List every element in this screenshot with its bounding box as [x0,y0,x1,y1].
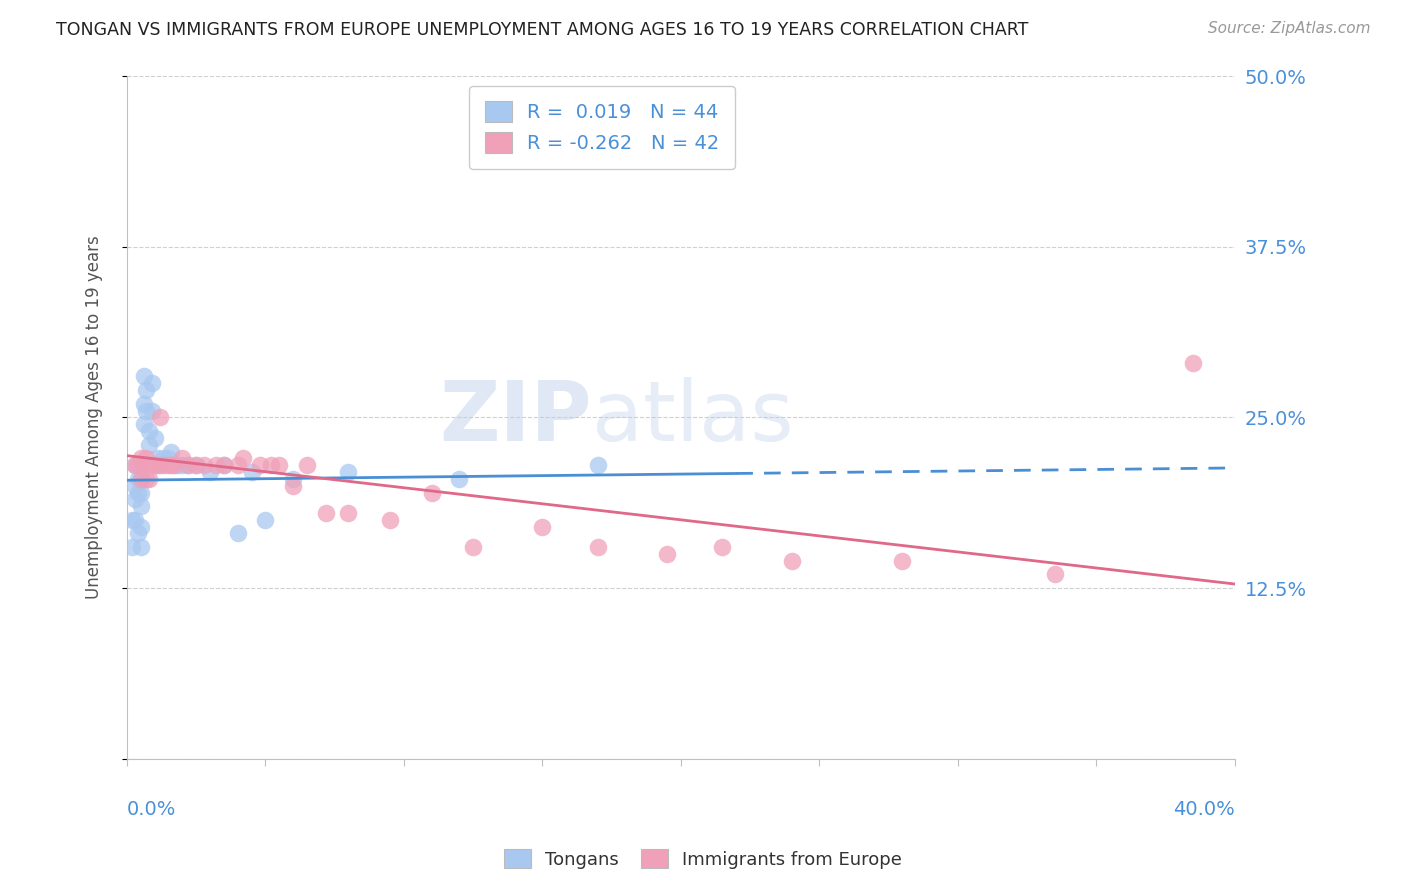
Point [531,519,554,533]
Point [124,458,146,473]
Point [157,451,180,466]
Point [127,526,149,541]
Point [254,513,277,527]
Point [177,458,200,473]
Point [198,465,221,479]
Point [295,458,318,473]
Point [129,451,152,466]
Text: 0.0%: 0.0% [127,800,176,819]
Point [281,472,304,486]
Point [124,478,146,492]
Point [232,451,254,466]
Point [281,478,304,492]
Point [146,451,169,466]
Point [146,458,169,473]
Point [127,458,149,473]
Point [212,458,235,473]
Point [163,458,186,473]
Point [141,403,163,417]
Point [172,451,194,466]
Point [891,554,914,568]
Point [138,438,160,452]
Point [1043,567,1066,582]
Point [127,485,149,500]
Text: TONGAN VS IMMIGRANTS FROM EUROPE UNEMPLOYMENT AMONG AGES 16 TO 19 YEARS CORRELAT: TONGAN VS IMMIGRANTS FROM EUROPE UNEMPLO… [56,21,1029,38]
Point [193,458,215,473]
Point [124,513,146,527]
Point [129,472,152,486]
Point [586,458,609,473]
Point [152,458,174,473]
Point [655,547,678,561]
Point [132,458,155,473]
Point [132,369,155,384]
Point [463,540,485,554]
Point [135,383,157,397]
Point [269,458,291,473]
Point [160,458,183,473]
Point [212,458,235,473]
Legend: Tongans, Immigrants from Europe: Tongans, Immigrants from Europe [496,842,910,876]
Point [315,506,337,520]
Point [127,458,149,473]
Point [141,376,163,391]
Point [586,540,609,554]
Point [127,472,149,486]
Point [249,458,271,473]
Point [337,506,360,520]
Point [186,458,208,473]
Point [166,458,188,473]
Legend: R =  0.019   N = 44, R = -0.262   N = 42: R = 0.019 N = 44, R = -0.262 N = 42 [470,86,735,169]
Text: Source: ZipAtlas.com: Source: ZipAtlas.com [1208,21,1371,36]
Point [132,397,155,411]
Point [152,451,174,466]
Point [124,458,146,473]
Point [132,417,155,432]
Point [143,431,166,445]
Point [780,554,803,568]
Point [378,513,401,527]
Point [711,540,734,554]
Point [260,458,283,473]
Point [449,472,471,486]
Point [129,472,152,486]
Point [138,424,160,438]
Point [135,403,157,417]
Point [337,465,360,479]
Point [1182,356,1205,370]
Point [135,451,157,466]
Point [129,519,152,533]
Point [226,526,249,541]
Point [240,465,263,479]
Point [226,458,249,473]
Text: atlas: atlas [592,377,794,458]
Point [138,472,160,486]
Point [129,540,152,554]
Point [420,485,443,500]
Point [149,458,172,473]
Point [157,458,180,473]
Point [143,458,166,473]
Point [149,410,172,425]
Point [172,458,194,473]
Point [135,472,157,486]
Point [141,458,163,473]
Text: ZIP: ZIP [440,377,592,458]
Point [121,540,143,554]
Point [160,444,183,458]
Point [124,492,146,507]
Point [177,458,200,473]
Point [129,499,152,513]
Point [186,458,208,473]
Point [204,458,226,473]
Point [121,513,143,527]
Text: 40.0%: 40.0% [1173,800,1234,819]
Y-axis label: Unemployment Among Ages 16 to 19 years: Unemployment Among Ages 16 to 19 years [86,235,103,599]
Point [129,458,152,473]
Point [129,485,152,500]
